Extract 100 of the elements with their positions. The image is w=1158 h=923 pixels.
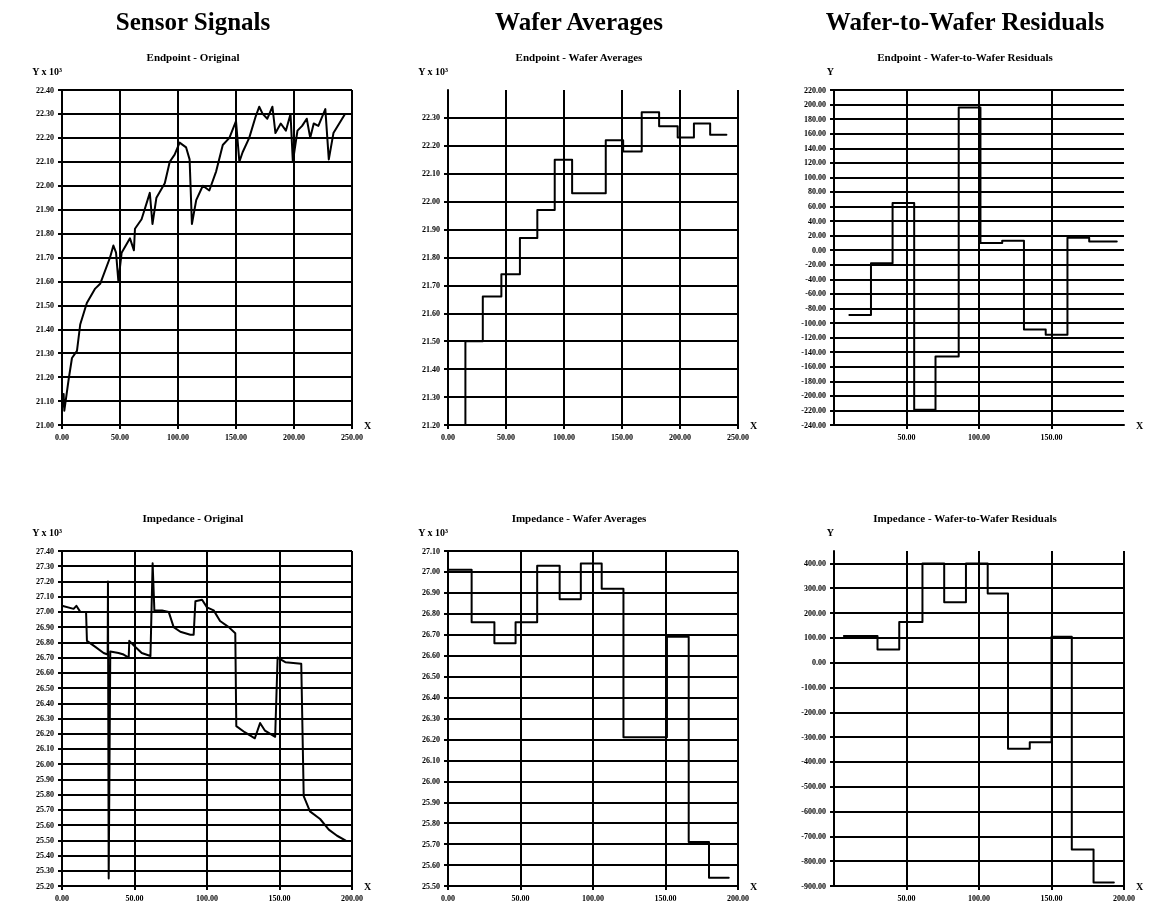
x-tick-label: 200.00 — [283, 432, 305, 442]
y-tick-label: 200.00 — [804, 100, 826, 110]
y-tick-label: 21.30 — [422, 392, 440, 402]
y-tick-label: -300.00 — [801, 732, 826, 742]
y-tick-label: -100.00 — [801, 682, 826, 692]
x-tick-label: 150.00 — [1040, 432, 1063, 442]
y-tick-label: 160.00 — [804, 129, 826, 139]
y-tick-label: -600.00 — [801, 807, 826, 817]
y-tick-label: -40.00 — [805, 274, 826, 284]
y-tick-label: 200.00 — [804, 608, 826, 618]
y-tick-label: 21.50 — [36, 300, 54, 310]
y-tick-label: 60.00 — [808, 202, 826, 212]
chart-title: Endpoint - Original — [146, 50, 240, 63]
y-tick-label: 21.80 — [422, 253, 440, 262]
x-tick-label: 50.00 — [897, 432, 916, 442]
x-axis-title: X — [750, 880, 758, 892]
x-tick-label: 100.00 — [968, 893, 990, 903]
x-tick-label: 50.00 — [111, 432, 129, 442]
y-tick-label: 27.20 — [36, 576, 54, 586]
x-axis-title: X — [1136, 419, 1144, 431]
y-tick-label: 25.60 — [36, 820, 54, 830]
y-tick-label: 20.00 — [808, 231, 826, 241]
y-tick-label: 21.80 — [36, 229, 54, 239]
chart-title: Endpoint - Wafer Averages — [515, 50, 644, 63]
y-tick-label: 26.40 — [36, 698, 54, 708]
y-tick-label: 27.30 — [36, 561, 54, 571]
y-tick-label: 80.00 — [808, 187, 826, 197]
y-tick-label: 180.00 — [804, 114, 826, 124]
x-tick-label: 150.00 — [654, 893, 677, 903]
y-tick-label: -900.00 — [801, 881, 826, 891]
y-axis-title: Y x 10³ — [418, 65, 448, 77]
y-tick-label: -60.00 — [805, 289, 826, 299]
y-tick-label: 21.40 — [36, 324, 54, 334]
y-tick-label: 22.20 — [36, 133, 54, 143]
x-tick-label: 200.00 — [727, 893, 749, 903]
y-tick-label: 26.60 — [36, 668, 54, 678]
y-tick-label: 140.00 — [804, 143, 826, 153]
x-axis-title: X — [364, 419, 372, 431]
y-tick-label: 26.30 — [422, 714, 440, 723]
y-tick-label: 21.10 — [36, 396, 54, 406]
y-tick-label: 26.00 — [422, 776, 440, 786]
x-axis-title: X — [750, 419, 758, 431]
x-tick-label: 0.00 — [441, 432, 455, 442]
y-tick-label: 26.10 — [422, 755, 440, 765]
y-tick-label: 26.10 — [36, 744, 54, 754]
x-tick-label: 150.00 — [1040, 893, 1063, 903]
y-tick-label: 300.00 — [804, 583, 826, 593]
y-tick-label: -400.00 — [801, 757, 826, 767]
y-tick-label: 22.30 — [36, 109, 54, 119]
y-tick-label: 21.70 — [422, 280, 440, 290]
y-tick-label: 25.90 — [36, 774, 54, 784]
y-tick-label: 26.50 — [422, 672, 440, 682]
x-tick-label: 0.00 — [55, 893, 69, 903]
y-tick-label: 26.60 — [422, 651, 440, 661]
y-tick-label: 21.40 — [422, 364, 440, 374]
y-tick-label: -200.00 — [801, 391, 826, 401]
y-tick-label: -240.00 — [801, 420, 826, 430]
y-tick-label: -700.00 — [801, 831, 826, 841]
x-tick-label: 100.00 — [553, 432, 575, 442]
y-tick-label: 22.10 — [422, 169, 440, 179]
y-tick-label: -180.00 — [801, 376, 826, 386]
y-tick-label: 27.00 — [422, 567, 440, 577]
chart-title: Impedance - Original — [142, 511, 244, 524]
y-tick-label: 26.80 — [36, 637, 54, 647]
x-axis-title: X — [364, 880, 372, 892]
y-tick-label: 100.00 — [804, 172, 826, 182]
text: Sensor Signals — [115, 8, 271, 35]
y-tick-label: -220.00 — [801, 405, 826, 415]
chart-title: Impedance - Wafer-to-Wafer Residuals — [873, 511, 1058, 524]
x-tick-label: 100.00 — [582, 893, 604, 903]
y-tick-label: 21.30 — [36, 348, 54, 358]
chart-title: Endpoint - Wafer-to-Wafer Residuals — [877, 50, 1054, 63]
y-tick-label: 21.60 — [422, 308, 440, 318]
y-tick-label: -500.00 — [801, 782, 826, 792]
y-tick-label: -160.00 — [801, 362, 826, 372]
x-tick-label: 150.00 — [611, 432, 633, 442]
y-tick-label: -20.00 — [805, 260, 826, 270]
y-tick-label: 21.90 — [36, 205, 54, 215]
y-tick-label: 22.10 — [36, 157, 54, 167]
x-tick-label: 100.00 — [167, 432, 189, 442]
x-tick-label: 0.00 — [55, 432, 69, 442]
y-tick-label: 400.00 — [804, 558, 826, 568]
y-tick-label: 27.10 — [422, 546, 440, 556]
y-tick-label: 25.30 — [36, 866, 54, 876]
y-tick-label: 40.00 — [808, 216, 826, 226]
y-tick-label: 27.40 — [36, 546, 54, 556]
y-tick-label: 22.00 — [36, 181, 54, 191]
y-tick-label: 25.50 — [36, 835, 54, 845]
y-tick-label: 0.00 — [812, 245, 826, 255]
y-tick-label: 21.20 — [36, 372, 54, 382]
y-tick-label: 26.30 — [36, 714, 54, 723]
y-tick-label: 26.70 — [422, 630, 440, 640]
y-tick-label: 25.90 — [422, 797, 440, 807]
y-tick-label: 26.70 — [36, 653, 54, 663]
y-tick-label: -200.00 — [801, 707, 826, 717]
text: Wafer-to-Wafer Residuals — [825, 8, 1105, 35]
y-tick-label: -120.00 — [801, 333, 826, 343]
x-tick-label: 250.00 — [727, 432, 749, 442]
x-tick-label: 150.00 — [225, 432, 247, 442]
x-tick-label: 150.00 — [268, 893, 291, 903]
